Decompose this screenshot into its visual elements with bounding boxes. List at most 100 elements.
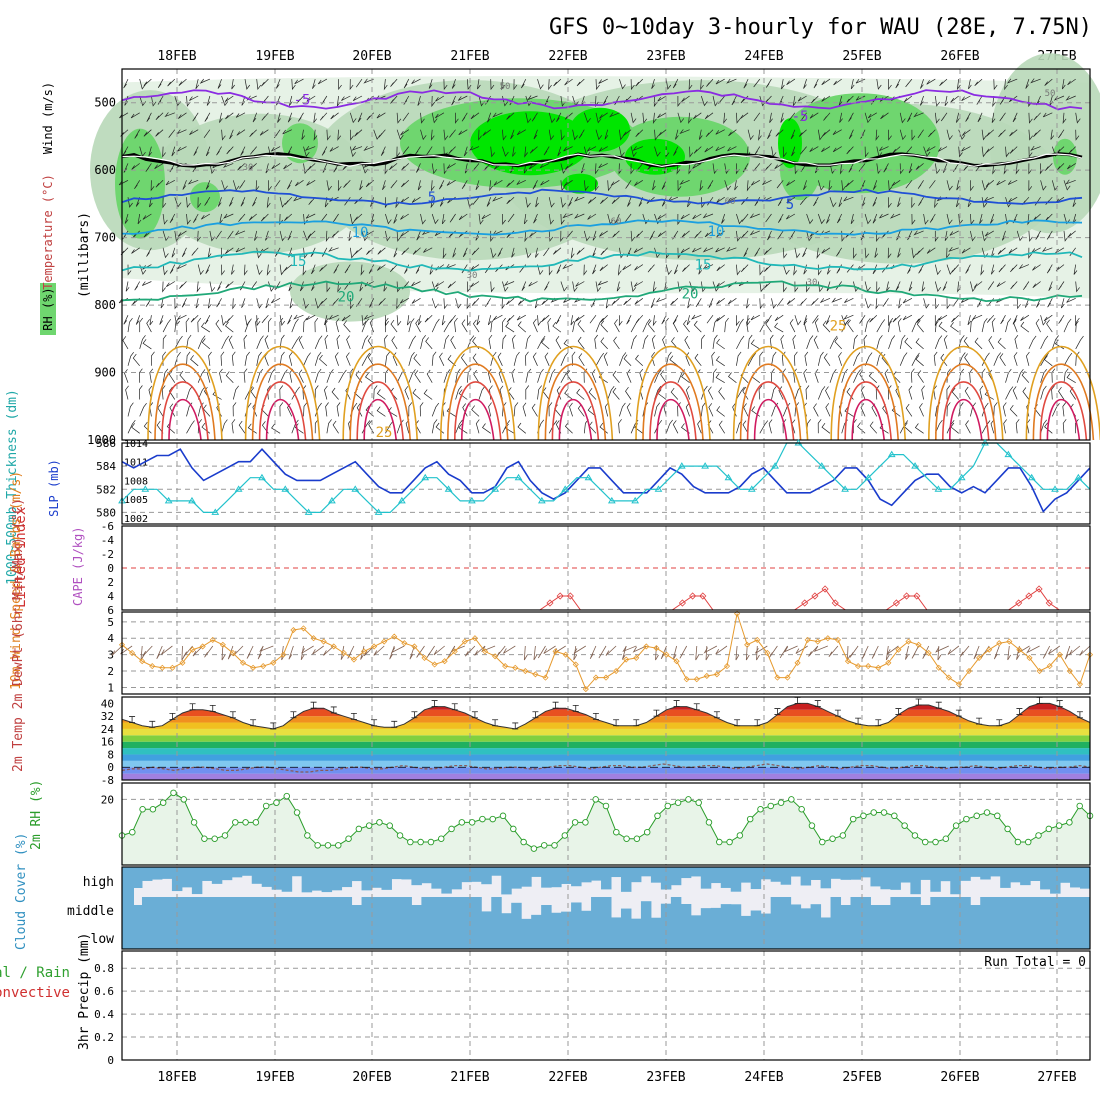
cloud-high-bar-32 [451, 867, 462, 890]
upper-wind-barb [654, 419, 663, 434]
thickness-point-22 [374, 508, 383, 515]
upper-wind-barb [821, 422, 831, 434]
upper-wind-barb [781, 351, 786, 366]
upper-wind-barb [889, 213, 901, 219]
upper-wind-barb [284, 196, 293, 205]
upper-wind-barb [903, 95, 913, 103]
temp-minmax-bar-71 [834, 709, 841, 717]
cloud-mid-low-bar-73 [860, 897, 871, 949]
upper-wind-barb [907, 264, 913, 274]
upper-wind-barb [693, 146, 702, 154]
upper-wind-barb [939, 78, 948, 87]
upper-wind-barb [490, 247, 497, 259]
upper-wind-barb [665, 351, 672, 366]
upper-wind-barb [944, 95, 949, 107]
upper-wind-barb [740, 264, 749, 273]
upper-wind-barb [595, 129, 603, 141]
upper-wind-barb [921, 385, 925, 400]
rh2m-point-22 [345, 835, 352, 843]
upper-wind-barb [314, 317, 319, 333]
cloud-mid-low-bar-47 [601, 897, 612, 949]
upper-wind-barb [677, 96, 682, 108]
upper-wind-barb [162, 368, 169, 383]
cloud-mid-low-bar-45 [581, 910, 592, 949]
surface-wind-barb-49 [605, 645, 617, 656]
upper-wind-barb [794, 247, 801, 259]
upper-wind-barb [157, 403, 164, 417]
upper-wind-barb [389, 163, 398, 170]
upper-wind-barb [225, 112, 234, 120]
thickness-point-2 [141, 485, 150, 492]
upper-wind-barb [905, 78, 913, 88]
contour-warm-4-1 [544, 363, 607, 441]
upper-wind-barb [1040, 315, 1047, 326]
upper-wind-barb [736, 318, 744, 333]
upper-wind-barb [376, 389, 386, 400]
upper-wind-barb [189, 129, 199, 136]
wind10-point-66 [784, 674, 791, 681]
upper-wind-barb [357, 112, 363, 123]
upper-wind-barb [595, 112, 602, 124]
upper-wind-barb [1028, 335, 1037, 350]
upper-wind-barb [903, 422, 913, 434]
cloud-mid-low-bar-56 [690, 915, 702, 949]
upper-wind-barb [817, 419, 822, 434]
upper-wind-barb [950, 95, 959, 103]
upper-wind-barb [716, 338, 725, 350]
upper-wind-barb [951, 387, 959, 400]
upper-wind-barb [998, 264, 1006, 273]
rh2m-point-12 [242, 819, 249, 826]
cloud-mid-low-bar-17 [301, 897, 313, 949]
temp-band-8 [122, 722, 1090, 729]
surface-wind-barb-22 [340, 645, 345, 660]
cloud-mid-low-bar-86 [990, 897, 1001, 949]
temp-minmax-bar-77 [895, 708, 902, 715]
upper-wind-barb [193, 146, 199, 156]
upper-wind-barb [670, 298, 679, 306]
upper-wind-barb [689, 281, 697, 292]
upper-wind-barb [791, 146, 796, 157]
upper-wind-barb [803, 315, 808, 326]
rh2m-point-62 [757, 805, 764, 813]
upper-wind-barb [325, 230, 330, 243]
upper-wind-barb [502, 281, 509, 292]
upper-wind-barb [821, 146, 831, 153]
cloud-mid-low-bar-81 [940, 897, 951, 949]
temp-minmax-bar-11 [229, 711, 236, 719]
temp-minmax-bar-85 [976, 717, 983, 725]
rh-contour-label-1: 50 [500, 82, 511, 92]
cloud-mid-low-bar-28 [411, 905, 422, 949]
precip-ytick-0.6: 0.6 [94, 985, 114, 998]
upper-wind-barb [921, 281, 926, 292]
upper-wind-barb [1066, 297, 1076, 303]
wind10-point-21 [330, 643, 337, 650]
upper-wind-barb [853, 352, 861, 366]
temp-minmax-bar-17 [290, 711, 297, 719]
upper-wind-barb [525, 385, 530, 400]
contour-warm-9-0 [1025, 345, 1100, 441]
upper-wind-barb [149, 315, 154, 326]
upper-wind-barb [261, 78, 269, 87]
wind10-point-93 [1056, 651, 1063, 658]
cloud-high-bar-49 [620, 867, 632, 892]
rh2m-point-46 [592, 796, 599, 803]
temp-minmax-bar-59 [713, 711, 720, 719]
cloud-high-bar-66 [790, 867, 802, 877]
upper-wind-barb [548, 197, 555, 208]
rh2m-point-5 [170, 789, 177, 797]
slp-ytick-1005: 1005 [124, 495, 148, 506]
upper-wind-barb [793, 368, 797, 383]
cloud-mid-low-bar-9 [221, 897, 233, 949]
cloud-high-bar-19 [321, 867, 333, 893]
wind10-point-59 [713, 671, 720, 678]
upper-wind-barb [634, 298, 644, 305]
upper-wind-barb [415, 264, 421, 274]
upper-wind-barb [131, 163, 140, 170]
upper-wind-barb [576, 78, 585, 87]
thickness-point-50 [701, 462, 710, 469]
upper-wind-barb [633, 247, 643, 254]
upper-wind-barb [537, 368, 544, 383]
upper-wind-barb [510, 129, 515, 140]
cloud-left-bar [122, 867, 134, 949]
upper-wind-barb [431, 281, 439, 292]
